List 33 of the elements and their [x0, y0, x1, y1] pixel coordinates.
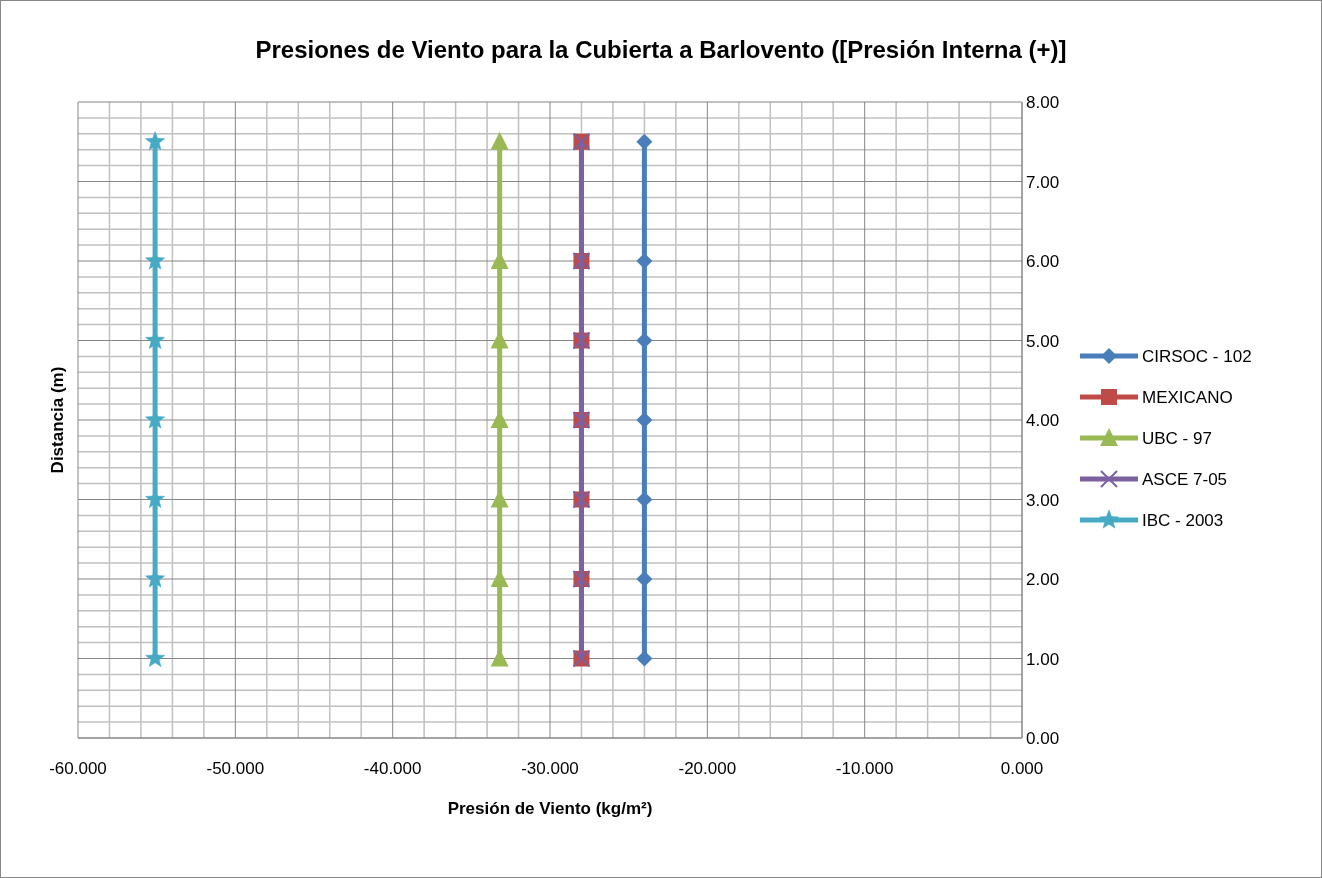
- point: [636, 412, 653, 428]
- point: [636, 571, 653, 587]
- point: [490, 131, 509, 150]
- y-tick-label: 2.00: [1026, 570, 1060, 589]
- y-tick-label: 4.00: [1026, 411, 1060, 430]
- x-tick-label: -60.000: [49, 759, 107, 778]
- x-tick-label: -50.000: [206, 759, 265, 778]
- legend-label: CIRSOC - 102: [1142, 347, 1252, 366]
- point: [636, 253, 653, 269]
- x-tick-label: -40.000: [363, 759, 422, 778]
- x-tick-label: 0.000: [1000, 759, 1044, 778]
- y-tick-label: 8.00: [1026, 93, 1060, 112]
- chart-title: Presiones de Viento para la Cubierta a Barlovento ([Presión Interna (+)]: [255, 36, 1067, 63]
- y-tick-label: 6.00: [1026, 252, 1060, 271]
- legend-label: UBC - 97: [1142, 429, 1212, 448]
- legend-label: ASCE 7-05: [1142, 470, 1228, 489]
- y-tick-label: 7.00: [1026, 172, 1060, 192]
- x-tick-label: -20.000: [678, 759, 737, 778]
- y-axis-title: Distancia (m): [48, 366, 67, 474]
- legend-label: MEXICANO: [1142, 388, 1233, 407]
- point: [636, 650, 653, 667]
- y-tick-label: 3.00: [1026, 490, 1060, 510]
- point: [636, 332, 653, 349]
- y-tick-label: 5.00: [1026, 331, 1060, 351]
- x-tick-label: -30.000: [521, 759, 579, 778]
- point: [636, 133, 653, 150]
- legend-label: IBC - 2003: [1142, 511, 1224, 530]
- y-tick-label: 1.00: [1026, 649, 1060, 669]
- y-tick-label: 0.00: [1026, 729, 1060, 748]
- x-tick-label: -10.000: [835, 759, 894, 778]
- x-axis-title: Presión de Viento (kg/m²): [447, 799, 653, 818]
- point: [636, 491, 653, 508]
- point: [145, 131, 165, 151]
